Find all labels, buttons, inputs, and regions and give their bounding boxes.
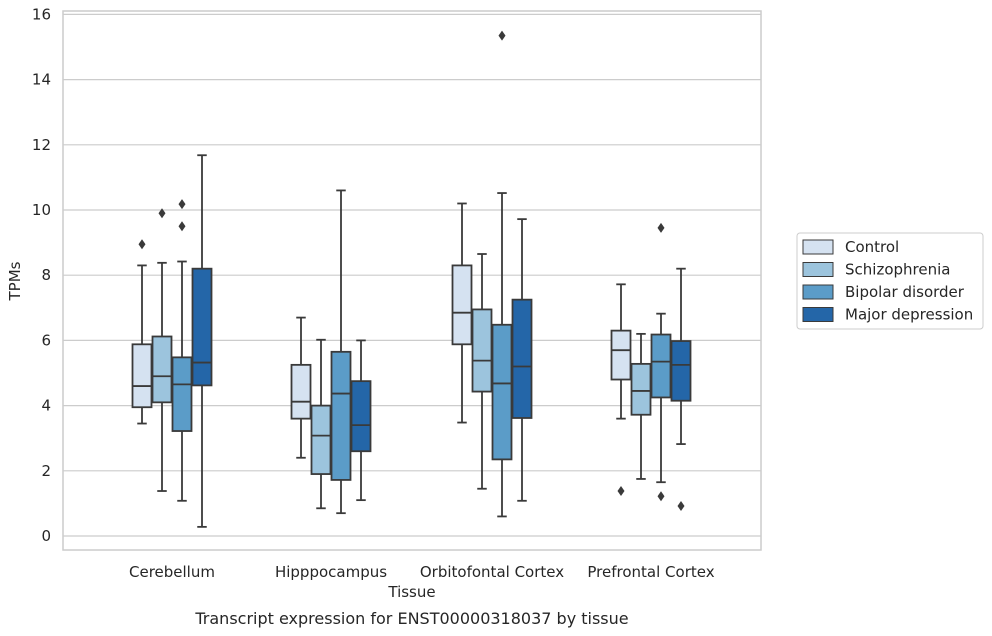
box-iqr: [610, 329, 632, 381]
outlier-point: [657, 491, 665, 502]
box-bipolar-disorder: [171, 199, 193, 502]
y-tick-label: 8: [41, 266, 51, 284]
box-iqr: [350, 380, 372, 453]
outlier-point: [138, 239, 146, 250]
y-tick-label: 10: [32, 201, 51, 219]
legend-label: Control: [845, 238, 899, 256]
legend-swatch: [802, 262, 834, 277]
outlier-point: [158, 208, 166, 219]
legend-label: Major depression: [845, 306, 973, 324]
box-iqr: [511, 298, 533, 419]
box-layer: [131, 30, 692, 528]
plot-area-frame: [62, 10, 762, 551]
box-control: [451, 202, 473, 424]
y-tick-label: 16: [32, 5, 51, 23]
y-tick-label: 4: [41, 397, 51, 415]
y-tick-label: 6: [41, 331, 51, 349]
box-control: [610, 283, 632, 497]
box-control: [290, 316, 312, 459]
outlier-point: [498, 30, 506, 41]
outlier-point: [617, 486, 625, 497]
x-tick-label: Cerebellum: [129, 563, 215, 581]
outlier-point: [178, 199, 186, 210]
box-bipolar-disorder: [650, 222, 672, 502]
box-iqr: [670, 340, 692, 402]
legend-swatch: [802, 284, 834, 300]
outlier-point: [657, 222, 665, 233]
box-major-depression: [191, 154, 213, 528]
box-iqr: [630, 362, 652, 416]
legend-label: Bipolar disorder: [845, 283, 965, 301]
y-tick-label: 2: [41, 462, 51, 480]
legend-swatch: [802, 239, 834, 255]
y-tick-label: 0: [41, 527, 51, 545]
box-schizophrenia: [471, 253, 493, 490]
y-tick-labels: 0 2 4 6 8 10 12 14 16: [32, 5, 51, 545]
box-iqr: [151, 335, 173, 404]
outlier-point: [677, 501, 685, 512]
x-tick-label: Prefrontal Cortex: [587, 563, 714, 581]
box-bipolar-disorder: [330, 189, 352, 515]
box-schizophrenia: [310, 338, 332, 510]
box-iqr: [330, 350, 352, 481]
box-iqr: [131, 343, 153, 409]
x-tick-label: Orbitofontal Cortex: [420, 563, 564, 581]
y-axis-label: TPMs: [6, 261, 24, 301]
box-major-depression: [511, 218, 533, 502]
legend: Control Schizophrenia Bipolar disorder Majo…: [796, 232, 984, 330]
box-iqr: [491, 323, 513, 461]
box-major-depression: [670, 267, 692, 512]
x-axis-label: Tissue: [387, 583, 435, 601]
box-iqr: [650, 333, 672, 399]
box-iqr: [310, 404, 332, 475]
grid-layer: [63, 13, 761, 537]
box-schizophrenia: [630, 332, 652, 480]
legend-frame: [796, 232, 984, 330]
box-major-depression: [350, 339, 372, 502]
y-tick-label: 14: [32, 71, 51, 89]
x-tick-labels: Cerebellum Hipppocampus Orbitofontal Corte…: [129, 563, 715, 581]
box-iqr: [471, 308, 493, 393]
box-iqr: [451, 264, 473, 346]
box-schizophrenia: [151, 208, 173, 492]
box-iqr: [191, 267, 213, 387]
outlier-point: [178, 221, 186, 232]
box-control: [131, 239, 153, 425]
legend-swatch: [802, 307, 834, 322]
x-tick-label: Hipppocampus: [275, 563, 387, 581]
legend-label: Schizophrenia: [845, 261, 950, 279]
box-bipolar-disorder: [491, 30, 513, 518]
y-tick-label: 12: [32, 136, 51, 154]
box-iqr: [171, 356, 193, 432]
chart-caption: Transcript expression for ENST0000031803…: [194, 609, 628, 628]
box-iqr: [290, 363, 312, 420]
